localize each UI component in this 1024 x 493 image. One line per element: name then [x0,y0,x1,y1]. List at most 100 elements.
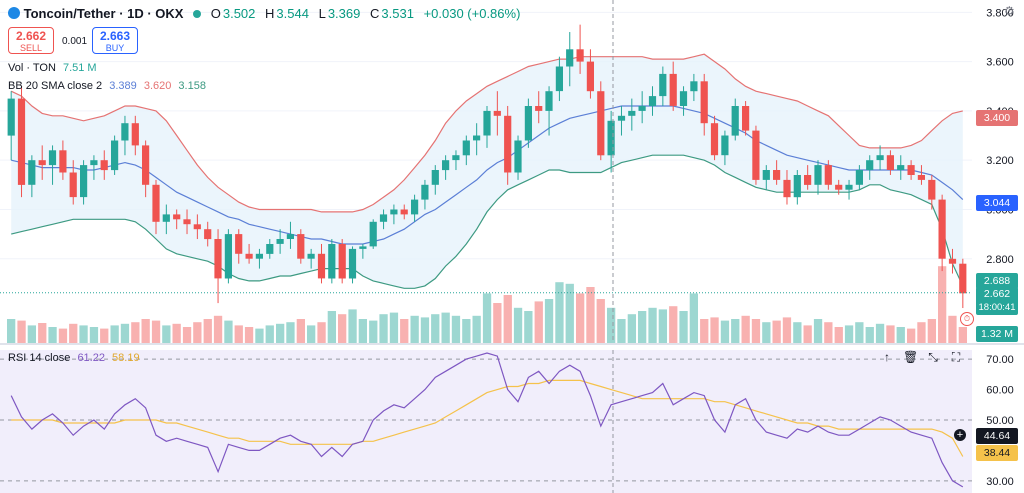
volume-bar [389,312,399,343]
volume-bar [751,319,761,343]
bollinger-legend[interactable]: BB 20 SMA close 2 3.389 3.620 3.158 [8,80,206,92]
candle [866,155,874,180]
volume-bar [255,328,264,343]
candle [835,179,843,195]
volume-bar [689,293,698,343]
trash-icon[interactable]: 🗑 [903,350,919,364]
candle [493,91,501,136]
volume-bar [203,319,212,343]
candle-body [731,106,739,136]
alert-clock-icon[interactable]: ⏱ [960,312,974,326]
candle-body [752,130,760,180]
candle [504,105,512,185]
symbol-title[interactable]: Toncoin/Tether · 1D · OKX [23,6,184,21]
candle-body [804,175,812,185]
volume-bar [679,311,688,343]
candle [142,140,150,198]
add-indicator-icon[interactable]: + [954,429,966,441]
rsi-legend[interactable]: RSI 14 close 61.22 58.19 [8,352,140,364]
price-tick-label: 3.800 [986,7,1014,19]
candle-body [152,184,160,222]
candle-body [700,81,708,124]
candle-body [535,106,543,111]
candle-body [121,123,129,141]
buy-price: 2.663 [99,29,131,43]
volume-bar [513,307,523,343]
candle-body [245,253,253,259]
candle-body [286,234,294,239]
volume-label: Vol · TON [8,62,56,74]
volume-bar [741,315,750,343]
candle [907,160,915,180]
volume-bar [48,327,57,343]
candle-body [131,123,139,146]
sell-button[interactable]: 2.662 SELL [8,27,54,54]
volume-bar [27,325,36,343]
volume-bar [896,327,905,343]
candle [566,32,574,87]
volume-bar [772,320,781,343]
candle-body [317,253,326,279]
candle [783,170,791,205]
candle-body [566,49,574,67]
volume-legend[interactable]: Vol · TON 7.51 M [8,62,97,74]
volume-bar [17,320,26,343]
candle [617,105,626,136]
candle [731,98,739,141]
candle [462,135,470,166]
candle [193,214,201,240]
spread-value: 0.001 [62,36,88,47]
volume-bar [669,306,678,343]
candle-body [359,246,367,249]
buy-button[interactable]: 2.663 BUY [92,27,138,54]
candle [700,73,708,136]
volume-bar [793,322,802,343]
candle-body [607,120,615,156]
volume-bar [803,325,812,343]
candle [514,135,522,180]
candle [38,145,46,180]
volume-bar [400,319,409,343]
volume-bar [451,315,461,343]
bollinger-upper-line [10,53,963,213]
candle-body [938,199,946,259]
bollinger-upper-value: 3.620 [143,80,172,92]
candle [152,179,160,235]
volume-bar [110,325,119,343]
upper-band-badge: 3.400 [976,110,1018,126]
candle-body [80,165,88,198]
candle-body [897,165,905,170]
candle-body [959,263,967,294]
candle [59,140,67,180]
gear-icon[interactable]: ⚙ [1004,4,1015,18]
maximize-icon[interactable]: ⛶ [951,350,961,364]
volume-bar [627,314,636,343]
candle-body [297,234,305,259]
bollinger-band-fill [11,54,963,289]
candle [317,243,326,284]
candle-body [721,135,729,156]
candle-body [555,66,563,92]
candle-body [586,61,594,92]
volume-bar [410,315,419,343]
volume-bar [813,319,823,343]
arrow-up-icon[interactable]: ↑ [884,350,890,364]
candle [442,155,450,180]
candle [948,248,957,274]
volume-bar [327,311,336,343]
candle [255,248,263,269]
candle-body [266,244,274,254]
candle [938,194,946,272]
candle-body [524,106,532,141]
candle [328,239,336,284]
volume-bar [482,293,492,343]
collapse-icon[interactable]: ⤡ [928,350,938,364]
volume-bar [596,299,605,343]
candle [742,101,750,136]
volume-bar [131,322,140,343]
candle [555,56,563,102]
volume-bar [907,328,916,343]
candle [452,150,460,171]
